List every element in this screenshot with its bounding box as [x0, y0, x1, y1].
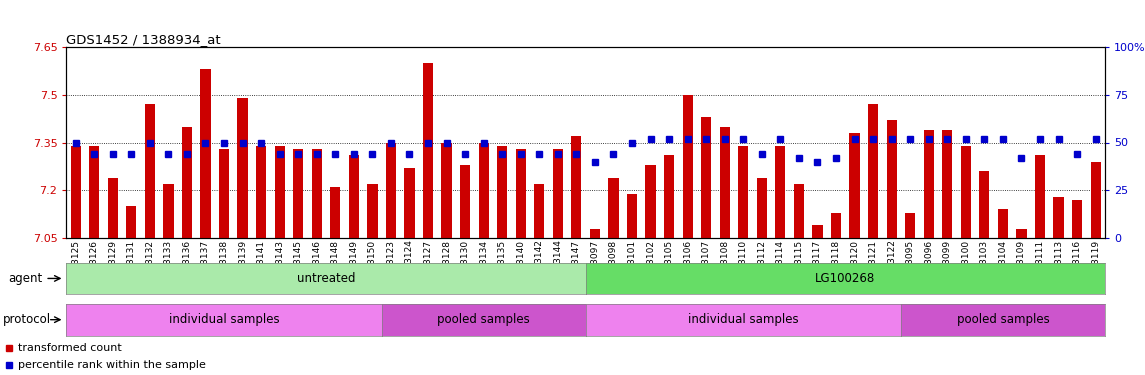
Text: protocol: protocol [3, 313, 52, 326]
Bar [275, 146, 285, 238]
Bar [905, 213, 915, 238]
Bar [144, 104, 155, 238]
Bar [368, 184, 378, 238]
Bar [311, 149, 322, 238]
Bar [793, 184, 804, 238]
Text: agent: agent [8, 272, 42, 285]
Bar [1035, 155, 1045, 238]
Text: untreated: untreated [297, 272, 355, 285]
Text: individual samples: individual samples [168, 313, 279, 326]
Bar [590, 229, 600, 238]
Bar [720, 127, 729, 238]
Text: LG100268: LG100268 [815, 272, 876, 285]
Bar [200, 69, 211, 238]
Bar [664, 155, 674, 238]
Bar [979, 171, 989, 238]
Bar [460, 165, 471, 238]
Text: pooled samples: pooled samples [956, 313, 1049, 326]
Text: transformed count: transformed count [17, 343, 121, 353]
Bar [404, 168, 414, 238]
Bar [831, 213, 842, 238]
Bar [961, 146, 971, 238]
Bar [701, 117, 711, 238]
Bar [1053, 197, 1064, 238]
Text: pooled samples: pooled samples [437, 313, 530, 326]
Bar [757, 178, 767, 238]
Bar [739, 146, 749, 238]
Bar [442, 142, 451, 238]
Bar [126, 206, 136, 238]
Bar [515, 149, 526, 238]
Bar [997, 210, 1008, 238]
Bar [293, 149, 303, 238]
Bar [646, 165, 656, 238]
Bar [813, 225, 822, 238]
Bar [1090, 162, 1100, 238]
Text: percentile rank within the sample: percentile rank within the sample [17, 360, 205, 369]
Bar [553, 149, 563, 238]
Bar [479, 142, 489, 238]
Bar [1072, 200, 1082, 238]
Bar [868, 104, 878, 238]
Bar [571, 136, 582, 238]
Bar [219, 149, 229, 238]
Bar [1017, 229, 1027, 238]
Bar [682, 95, 693, 238]
Bar [497, 146, 507, 238]
Bar [535, 184, 544, 238]
Bar [924, 130, 934, 238]
Bar [71, 146, 81, 238]
Bar [850, 133, 860, 238]
Bar [330, 187, 340, 238]
Bar [608, 178, 618, 238]
Bar [108, 178, 118, 238]
Text: GDS1452 / 1388934_at: GDS1452 / 1388934_at [66, 33, 221, 46]
Bar [256, 146, 267, 238]
Bar [942, 130, 953, 238]
Bar [182, 127, 192, 238]
Bar [237, 98, 247, 238]
Bar [386, 142, 396, 238]
Bar [627, 194, 637, 238]
Bar [775, 146, 785, 238]
Text: individual samples: individual samples [688, 313, 798, 326]
Bar [89, 146, 100, 238]
Bar [349, 155, 358, 238]
Bar [886, 120, 897, 238]
Bar [164, 184, 174, 238]
Bar [423, 63, 433, 238]
